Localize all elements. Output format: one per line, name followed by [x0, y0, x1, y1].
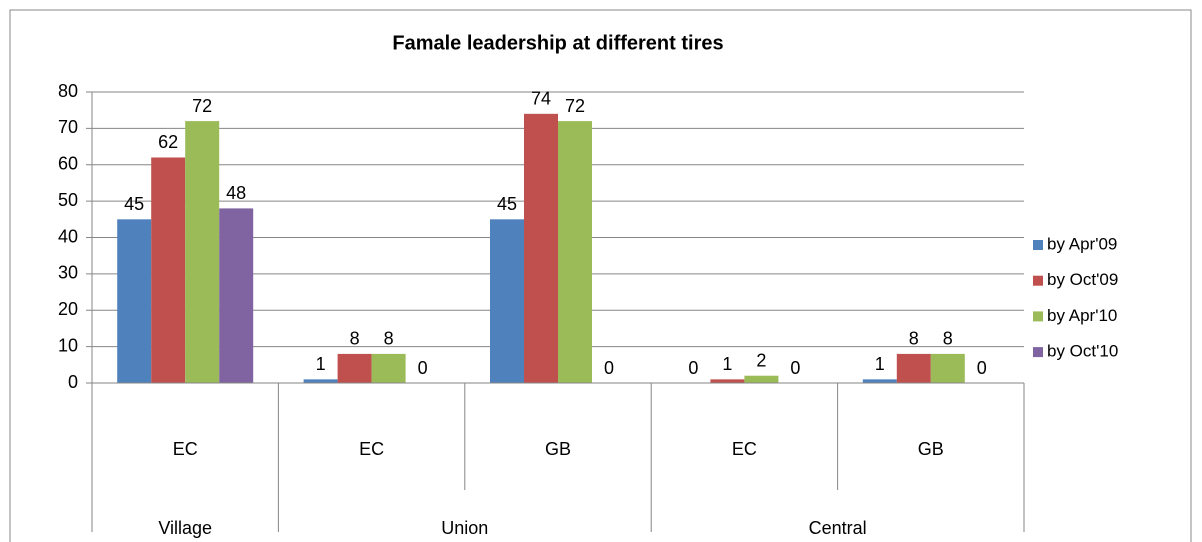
- bar: [710, 379, 745, 383]
- data-label: 8: [384, 329, 394, 349]
- legend-label: by Apr'10: [1047, 306, 1117, 325]
- y-tick-label: 60: [58, 154, 78, 174]
- data-label: 1: [316, 354, 326, 374]
- y-tick-label: 70: [58, 117, 78, 137]
- data-label: 1: [722, 354, 732, 374]
- y-tick-label: 40: [58, 226, 78, 246]
- data-label: 62: [158, 132, 178, 152]
- data-label: 0: [418, 358, 428, 378]
- bar: [558, 121, 592, 383]
- legend-label: by Oct'09: [1047, 270, 1118, 289]
- bar: [219, 208, 254, 383]
- group-label: Village: [158, 518, 212, 538]
- bar: [337, 353, 372, 383]
- legend-swatch: [1033, 275, 1043, 286]
- bar: [896, 353, 931, 383]
- x-tick-label: EC: [359, 439, 384, 459]
- bar: [930, 353, 965, 383]
- y-tick-label: 30: [58, 263, 78, 283]
- data-label: 8: [350, 329, 360, 349]
- x-tick-label: EC: [173, 439, 198, 459]
- data-label: 0: [604, 358, 614, 378]
- data-label: 1: [875, 354, 885, 374]
- y-tick-label: 20: [58, 299, 78, 319]
- data-label: 0: [977, 358, 987, 378]
- bar: [185, 121, 220, 383]
- y-tick-label: 10: [58, 335, 78, 355]
- data-label: 45: [497, 194, 517, 214]
- x-tick-label: GB: [918, 439, 944, 459]
- group-label: Union: [441, 518, 488, 538]
- x-tick-label: EC: [732, 439, 757, 459]
- data-label: 8: [943, 329, 953, 349]
- data-label: 2: [756, 350, 766, 370]
- group-label: Central: [809, 518, 867, 538]
- data-label: 8: [909, 329, 919, 349]
- bar: [744, 375, 779, 383]
- bar: [371, 353, 406, 383]
- y-tick-label: 80: [58, 81, 78, 101]
- y-tick-label: 50: [58, 190, 78, 210]
- data-label: 74: [531, 89, 551, 109]
- bar: [151, 157, 186, 383]
- chart-border: [9, 9, 1192, 542]
- legend-swatch: [1033, 240, 1043, 250]
- data-label: 72: [192, 96, 212, 116]
- data-label: 45: [124, 194, 144, 214]
- legend-swatch: [1033, 311, 1043, 322]
- bar: [524, 113, 558, 383]
- bar: [303, 379, 338, 383]
- bar: [117, 219, 152, 383]
- legend-label: by Apr'09: [1047, 234, 1117, 253]
- data-label: 48: [226, 183, 246, 203]
- x-tick-label: GB: [545, 439, 571, 459]
- data-label: 72: [565, 96, 585, 116]
- data-label: 0: [688, 358, 698, 378]
- bar: [490, 219, 524, 383]
- legend-label: by Oct'10: [1047, 342, 1118, 361]
- bar: [862, 379, 897, 383]
- data-label: 0: [790, 358, 800, 378]
- y-tick-label: 0: [68, 372, 78, 392]
- legend-swatch: [1033, 347, 1043, 358]
- chart-title: Famale leadership at different tires: [392, 32, 723, 54]
